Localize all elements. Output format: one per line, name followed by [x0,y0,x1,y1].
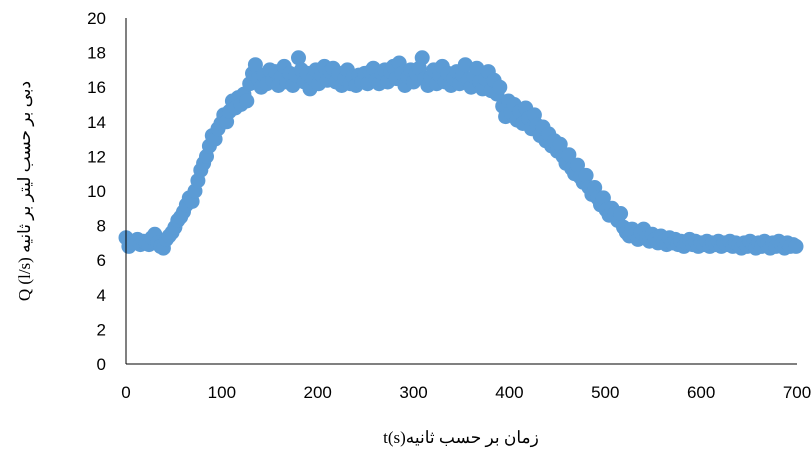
x-tick-label: 300 [399,383,427,402]
y-tick-labels: 0 2 4 6 8 10 12 14 16 18 20 [87,9,106,374]
data-point [291,50,306,66]
y-tick-label: 8 [97,217,106,236]
y-tick-label: 0 [97,355,106,374]
y-axis-title: دبی بر حسب لیتر بر ثانیه Q (l/s) [15,81,35,301]
y-tick-label: 16 [87,78,106,97]
data-point [570,157,585,173]
data-point [239,93,255,109]
data-points [118,50,804,256]
y-tick-label: 2 [97,320,106,339]
y-tick-label: 14 [87,113,106,132]
y-tick-label: 10 [87,182,106,201]
x-tick-label: 0 [121,383,130,402]
data-point [457,57,473,73]
data-point [247,57,263,73]
x-tick-label: 600 [687,383,715,402]
x-axis-title: t(s)زمان بر حسب ثانیه [383,428,539,448]
x-tick-labels: 0 100 200 300 400 500 600 700 [121,383,811,402]
x-tick-label: 700 [783,383,811,402]
y-tick-label: 12 [87,147,106,166]
y-tick-label: 4 [97,286,106,305]
y-tick-label: 20 [87,9,106,28]
data-point [492,79,508,95]
data-point [414,50,430,66]
data-point [561,147,577,163]
x-tick-label: 500 [591,383,619,402]
data-point [552,136,568,152]
data-point [788,238,804,254]
x-tick-label: 200 [304,383,332,402]
y-tick-label: 6 [97,251,106,270]
x-tick-label: 100 [208,383,236,402]
data-point [613,206,629,221]
y-tick-label: 18 [87,44,106,63]
data-point [595,190,611,206]
data-point [469,60,485,76]
data-point [578,167,594,183]
x-tick-label: 400 [495,383,523,402]
